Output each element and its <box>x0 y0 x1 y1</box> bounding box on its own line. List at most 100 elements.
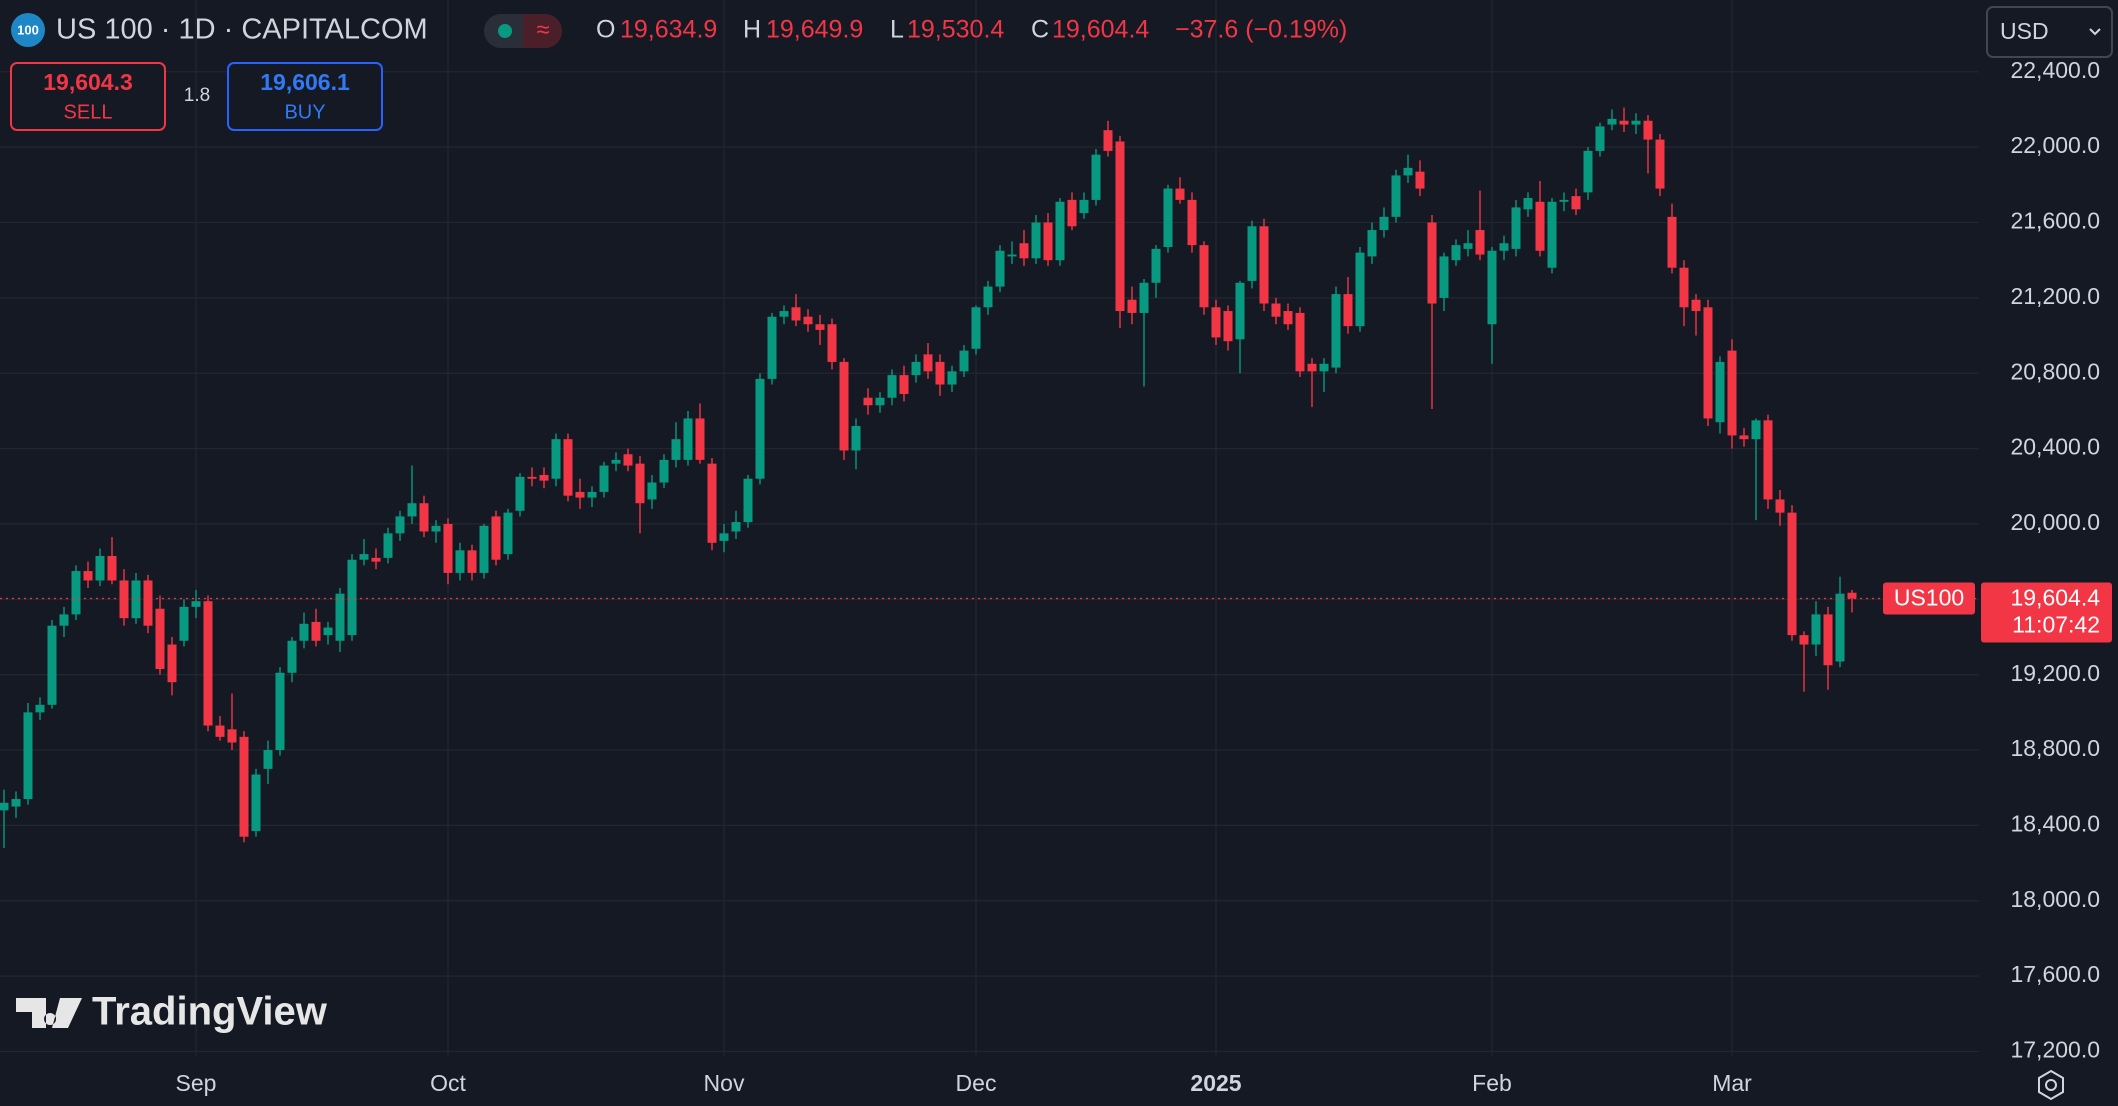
candle-body <box>1151 248 1161 283</box>
candle-body <box>1739 435 1749 440</box>
y-tick-label: 18,800.0 <box>2010 735 2100 761</box>
candle-body <box>275 672 285 751</box>
candle-body <box>1043 222 1053 261</box>
currency-dropdown[interactable]: USD <box>1986 6 2113 58</box>
change: −37.6 (−0.19%) <box>1175 16 1347 44</box>
candle-body <box>71 571 81 615</box>
candle-body <box>791 307 801 321</box>
branding: TradingView <box>16 990 328 1034</box>
x-tick-label: Feb <box>1472 1070 1512 1096</box>
candle-body <box>1703 307 1713 419</box>
settings-button[interactable] <box>2038 1069 2064 1101</box>
candle-body <box>767 316 777 379</box>
candle-body <box>1379 216 1389 231</box>
candle-body <box>1463 243 1473 249</box>
candle-body <box>383 533 393 558</box>
candle-body <box>1487 250 1497 325</box>
candle-body <box>11 799 21 807</box>
countdown: 11:07:42 <box>2012 612 2100 638</box>
candle-body <box>119 580 129 619</box>
ohlc-key: H <box>743 16 761 44</box>
candle-body <box>1607 118 1617 125</box>
candle-body <box>95 555 105 581</box>
candle-body <box>1451 245 1461 261</box>
indicator-toggle[interactable]: ≈ <box>484 14 562 48</box>
candle-body <box>155 608 165 670</box>
candle-body <box>1307 363 1317 372</box>
y-tick-label: 17,600.0 <box>2010 961 2100 987</box>
symbol-badge <box>1883 582 1975 615</box>
currency-box <box>1986 6 2113 58</box>
candle-body <box>1559 199 1569 202</box>
ohlc-value: 19,530.4 <box>907 16 1004 44</box>
candle-body <box>1751 420 1761 440</box>
candle-body <box>911 361 921 376</box>
candle-body <box>299 623 309 641</box>
symbol-icon <box>11 13 45 47</box>
y-tick-label: 21,600.0 <box>2010 208 2100 234</box>
candle-body <box>479 525 489 573</box>
candle-body <box>863 397 873 406</box>
candle-body <box>971 307 981 349</box>
candles <box>0 107 1857 849</box>
candle-body <box>1667 216 1677 268</box>
sell-box <box>10 62 166 131</box>
candle-body <box>515 476 525 511</box>
candle-body <box>1847 592 1857 599</box>
buy-price: 19,606.1 <box>260 69 350 95</box>
candle-body <box>1523 198 1533 210</box>
candle-body <box>1415 171 1425 189</box>
candle-body <box>815 324 825 330</box>
candle-body <box>503 512 513 555</box>
candle-body <box>827 324 837 362</box>
candle-body <box>1223 311 1233 342</box>
sell-button[interactable]: 19,604.3 SELL <box>10 62 166 131</box>
candle-body <box>1235 282 1245 340</box>
price-badge <box>1981 582 2112 643</box>
candle-body <box>659 459 669 483</box>
candle-body <box>23 712 33 800</box>
candle-body <box>1175 188 1185 200</box>
candle-body <box>47 625 57 705</box>
buy-button[interactable]: 19,606.1 BUY <box>227 62 383 131</box>
candle-body <box>683 418 693 460</box>
ohlc-value: 19,634.9 <box>620 16 717 44</box>
candle-body <box>1775 499 1785 513</box>
candle-body <box>1367 230 1377 257</box>
candle-body <box>611 459 621 464</box>
candle-body <box>1295 312 1305 372</box>
candle-body <box>347 559 357 636</box>
candle-body <box>1535 201 1545 251</box>
buy-label: BUY <box>284 101 325 123</box>
symbol-icon-text: 100 <box>17 22 39 37</box>
candle-body <box>0 802 9 811</box>
candle-body <box>167 644 177 683</box>
candle-body <box>1643 120 1653 140</box>
candle-body <box>1127 299 1137 313</box>
candle-body <box>1139 282 1149 313</box>
candle-body <box>923 354 933 372</box>
candle-body <box>443 523 453 573</box>
candle-body <box>623 454 633 466</box>
y-tick-label: 18,000.0 <box>2010 886 2100 912</box>
candle-body <box>983 286 993 308</box>
x-tick-label: Nov <box>704 1070 745 1096</box>
candle-body <box>575 491 585 498</box>
ohlc-key: C <box>1031 16 1049 44</box>
symbol-badge-text: US100 <box>1894 585 1964 611</box>
candle-body <box>323 627 333 636</box>
candle-body <box>719 533 729 541</box>
candle-body <box>1655 139 1665 189</box>
x-tick-label: Oct <box>430 1070 466 1096</box>
candle-body <box>1511 207 1521 249</box>
candle-body <box>371 557 381 562</box>
candle-body <box>1355 252 1365 327</box>
candle-body <box>1631 120 1641 125</box>
symbol-title[interactable]: US 100 · 1D · CAPITALCOM <box>56 14 428 46</box>
candle-body <box>143 580 153 626</box>
candle-body <box>1475 230 1485 255</box>
candle-body <box>539 474 549 481</box>
candle-body <box>875 397 885 406</box>
